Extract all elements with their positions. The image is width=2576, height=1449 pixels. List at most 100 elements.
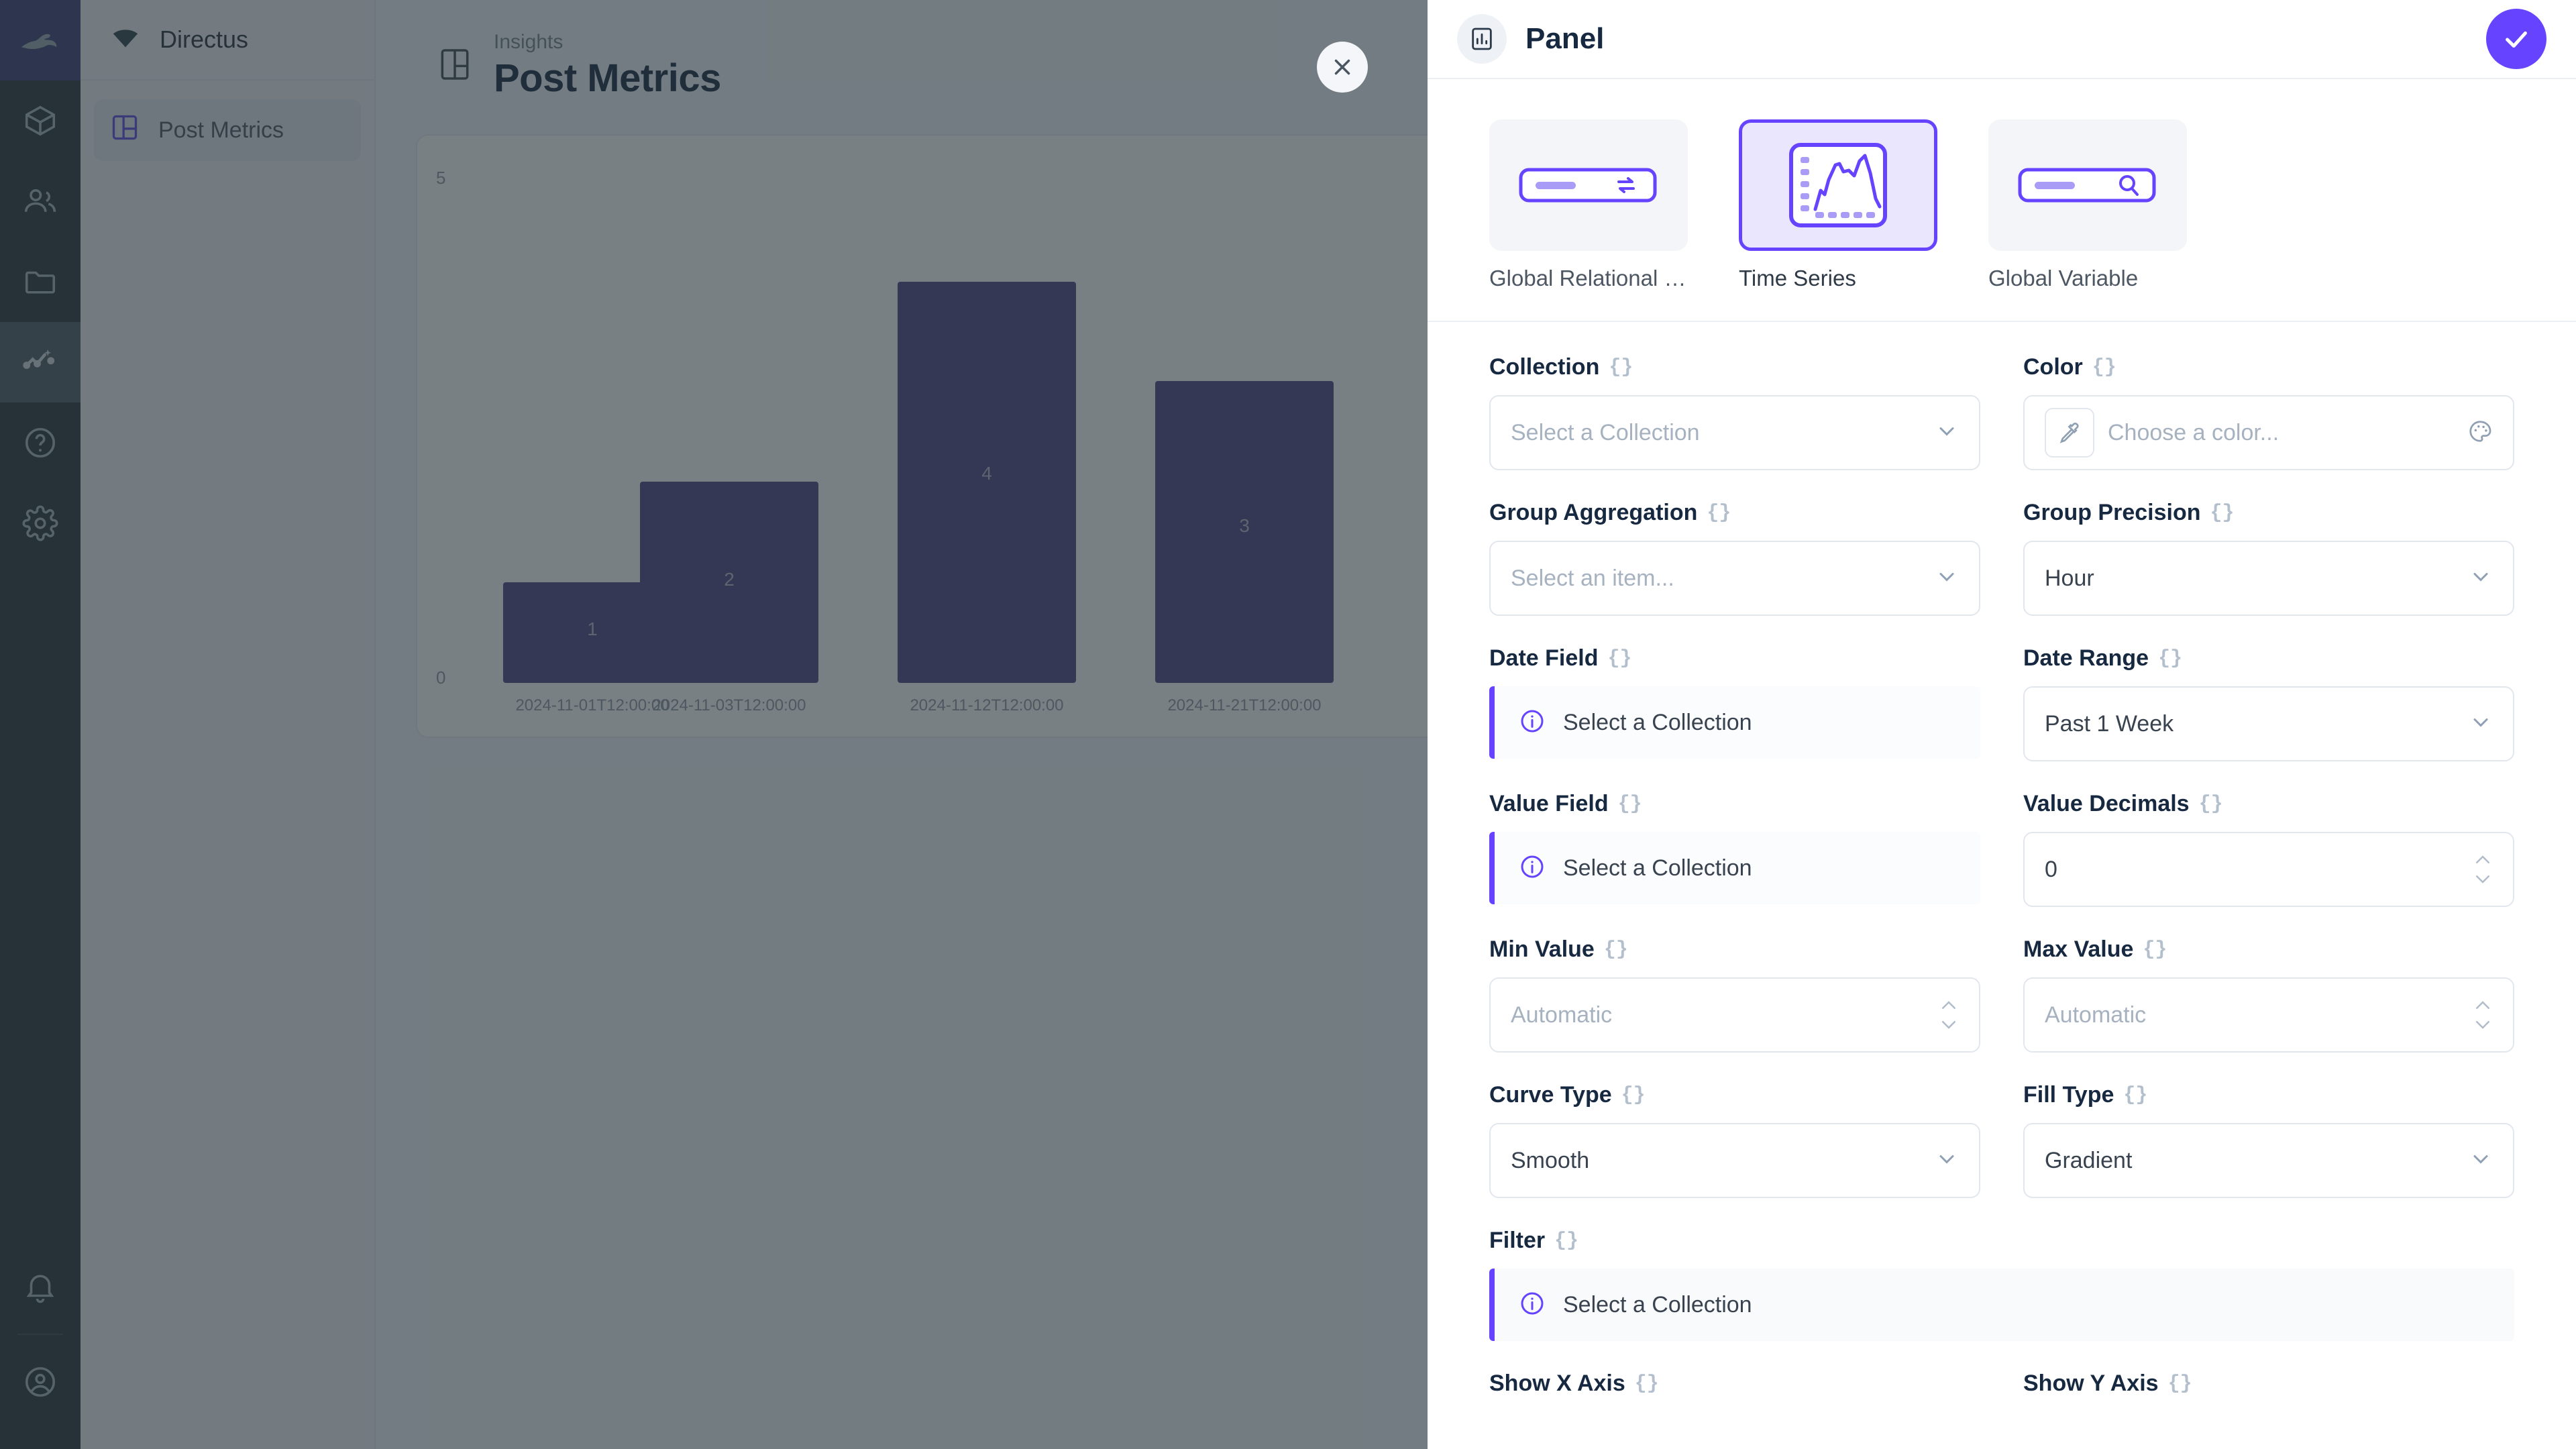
brace-icon[interactable]: {} (1617, 792, 1642, 816)
date-range-select[interactable]: Past 1 Week (2023, 686, 2514, 761)
max-value-stepper[interactable]: Automatic (2023, 977, 2514, 1053)
field-filter: Filter {} Select a Collection (1489, 1228, 2514, 1341)
fill-type-select[interactable]: Gradient (2023, 1123, 2514, 1198)
drawer-backdrop[interactable] (0, 0, 1428, 1449)
label-text: Color (2023, 354, 2083, 380)
field-label-show-y-axis: Show Y Axis {} (2023, 1371, 2514, 1397)
label-text: Max Value (2023, 936, 2134, 962)
chevron-down-icon (2469, 710, 2493, 738)
field-label: Max Value {} (2023, 936, 2514, 963)
brace-icon[interactable]: {} (2198, 792, 2223, 816)
field-label: Filter {} (1489, 1228, 2514, 1254)
label-text: Date Range (2023, 645, 2149, 671)
field-label: Fill Type {} (2023, 1082, 2514, 1108)
field-value-field: Value Field {} Select a Collection (1489, 791, 1980, 907)
panel-type-time-series[interactable]: Time Series (1739, 119, 1937, 291)
brace-icon[interactable]: {} (2092, 356, 2116, 379)
panel-type-global-variable[interactable]: Global Variable (1988, 119, 2187, 291)
field-min-value: Min Value {} Automatic (1489, 936, 1980, 1053)
brace-icon[interactable]: {} (1634, 1372, 1659, 1395)
label-text: Group Aggregation (1489, 500, 1698, 525)
brace-icon[interactable]: {} (2123, 1083, 2148, 1107)
notice-text: Select a Collection (1563, 709, 1752, 735)
min-value-stepper[interactable]: Automatic (1489, 977, 1980, 1053)
value-decimals-stepper[interactable]: 0 (2023, 832, 2514, 907)
info-icon (1519, 853, 1546, 883)
field-max-value: Max Value {} Automatic (2023, 936, 2514, 1053)
panel-type-label: Global Variable (1988, 266, 2139, 290)
drawer-body: Global Relational Varia... (1428, 79, 2576, 1449)
value-field-notice: Select a Collection (1489, 832, 1980, 904)
relational-variable-icon (1489, 119, 1688, 251)
notice-text: Select a Collection (1563, 855, 1752, 881)
color-placeholder: Choose a color... (2108, 419, 2279, 445)
brace-icon[interactable]: {} (1554, 1229, 1579, 1252)
label-text: Value Field (1489, 791, 1609, 816)
field-group-precision: Group Precision {} Hour (2023, 500, 2514, 616)
collection-placeholder: Select a Collection (1511, 419, 1700, 445)
panel-type-global-relational-variable[interactable]: Global Relational Varia... (1489, 119, 1688, 291)
value-decimals-value: 0 (2045, 856, 2057, 882)
label-text: Value Decimals (2023, 791, 2190, 816)
chevron-down-icon (1935, 565, 1959, 592)
brace-icon[interactable]: {} (1603, 938, 1628, 961)
group-aggregation-select[interactable]: Select an item... (1489, 541, 1980, 616)
brace-icon[interactable]: {} (2167, 1372, 2192, 1395)
label-text: Show X Axis (1489, 1371, 1625, 1396)
brace-icon[interactable]: {} (1607, 647, 1632, 670)
brace-icon[interactable]: {} (1621, 1083, 1646, 1107)
global-variable-icon (1988, 119, 2187, 251)
field-label: Collection {} (1489, 354, 1980, 380)
field-label-show-x-axis: Show X Axis {} (1489, 1371, 1980, 1397)
curve-type-select[interactable]: Smooth (1489, 1123, 1980, 1198)
min-value-placeholder: Automatic (1511, 1002, 1613, 1028)
eyedropper-icon[interactable] (2045, 408, 2094, 458)
field-fill-type: Fill Type {} Gradient (2023, 1082, 2514, 1198)
collection-select[interactable]: Select a Collection (1489, 395, 1980, 470)
info-icon (1519, 708, 1546, 738)
brace-icon[interactable]: {} (2210, 501, 2235, 525)
stepper-icon[interactable] (1939, 1000, 1959, 1030)
stepper-icon[interactable] (2473, 854, 2493, 885)
panel-drawer: Panel Global Relational Varia... (1428, 0, 2576, 1449)
field-label: Date Range {} (2023, 645, 2514, 672)
label-text: Curve Type (1489, 1082, 1612, 1108)
field-label: Value Field {} (1489, 791, 1980, 817)
brace-icon[interactable]: {} (1707, 501, 1731, 525)
group-aggregation-placeholder: Select an item... (1511, 565, 1674, 591)
fill-type-value: Gradient (2045, 1147, 2133, 1173)
chevron-down-icon (2469, 565, 2493, 592)
drawer-title: Panel (1525, 22, 1605, 55)
chevron-down-icon (2469, 1147, 2493, 1175)
save-button[interactable] (2486, 9, 2546, 69)
field-group-aggregation: Group Aggregation {} Select an item... (1489, 500, 1980, 616)
label-text: Show Y Axis (2023, 1371, 2159, 1396)
info-icon (1519, 1290, 1546, 1320)
time-series-icon (1739, 119, 1937, 251)
field-label: Date Field {} (1489, 645, 1980, 672)
field-collection: Collection {} Select a Collection (1489, 354, 1980, 470)
label-text: Date Field (1489, 645, 1599, 671)
drawer-header: Panel (1428, 0, 2576, 79)
color-input[interactable]: Choose a color... (2023, 395, 2514, 470)
group-precision-select[interactable]: Hour (2023, 541, 2514, 616)
field-label: Color {} (2023, 354, 2514, 380)
brace-icon[interactable]: {} (2158, 647, 2183, 670)
field-color: Color {} Choose a color... (2023, 354, 2514, 470)
panel-options-form: Collection {} Select a Collection (1428, 321, 2576, 1411)
stepper-icon[interactable] (2473, 1000, 2493, 1030)
field-label: Value Decimals {} (2023, 791, 2514, 817)
label-text: Min Value (1489, 936, 1595, 962)
label-text: Group Precision (2023, 500, 2201, 525)
label-text: Collection (1489, 354, 1600, 380)
field-value-decimals: Value Decimals {} 0 (2023, 791, 2514, 907)
field-label: Curve Type {} (1489, 1082, 1980, 1108)
brace-icon[interactable]: {} (2143, 938, 2167, 961)
brace-icon[interactable]: {} (1609, 356, 1633, 379)
panel-type-label: Global Relational Varia... (1489, 266, 1688, 290)
field-label: Min Value {} (1489, 936, 1980, 963)
close-drawer-button[interactable] (1317, 42, 1368, 93)
chevron-down-icon (1935, 1147, 1959, 1175)
palette-icon[interactable] (2467, 419, 2493, 447)
max-value-placeholder: Automatic (2045, 1002, 2147, 1028)
